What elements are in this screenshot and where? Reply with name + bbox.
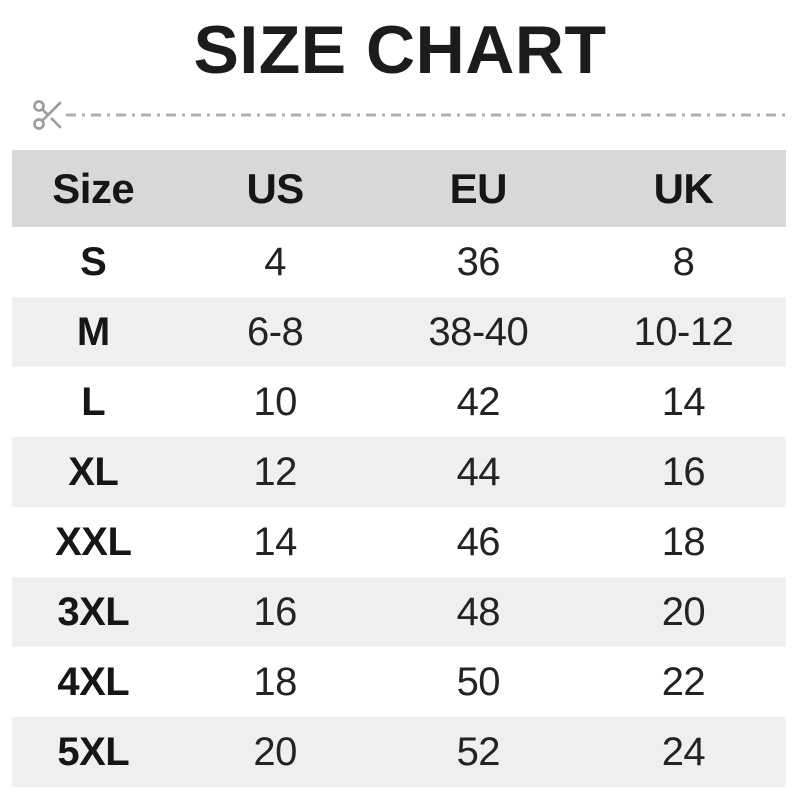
- cell-eu: 52: [456, 729, 501, 774]
- table-row: 5XL 20 52 24: [12, 717, 786, 787]
- cell-eu: 36: [456, 239, 501, 284]
- table-row: XXL 14 46 18: [12, 507, 786, 577]
- cell-uk: 24: [661, 729, 706, 774]
- table-row: 4XL 18 50 22: [12, 647, 786, 717]
- cell-uk: 16: [661, 449, 706, 494]
- cell-eu: 44: [456, 449, 501, 494]
- cell-size: XL: [68, 449, 119, 494]
- cell-us: 6-8: [246, 309, 304, 354]
- table-row: XL 12 44 16: [12, 437, 786, 507]
- table-header-row: Size US EU UK: [12, 150, 786, 227]
- cell-us: 4: [264, 239, 287, 284]
- cell-size: M: [76, 309, 110, 354]
- table-row: 3XL 16 48 20: [12, 577, 786, 647]
- cell-uk: 20: [661, 589, 706, 634]
- cell-eu: 46: [456, 519, 501, 564]
- table-row: S 4 36 8: [12, 227, 786, 297]
- cell-eu: 50: [456, 659, 501, 704]
- cell-size: 3XL: [57, 589, 130, 634]
- cell-size: 5XL: [57, 729, 130, 774]
- cell-us: 10: [253, 379, 297, 424]
- column-header-eu: EU: [375, 150, 581, 227]
- cell-uk: 10-12: [633, 309, 734, 354]
- page-title: SIZE CHART: [193, 12, 607, 88]
- size-chart-page: SIZE CHART Size US EU UK: [0, 16, 800, 800]
- column-header-size: Size: [12, 150, 175, 227]
- cut-line: [30, 96, 788, 134]
- cell-us: 14: [253, 519, 297, 564]
- column-header-uk: UK: [580, 150, 786, 227]
- cell-us: 20: [253, 729, 297, 774]
- table-body: S 4 36 8 M 6-8 38-40 10-12 L 10 42 14 XL 12 44 16 XXL 14 4…: [12, 227, 786, 787]
- dashed-cut-line: [66, 113, 788, 117]
- cell-size: 4XL: [57, 659, 130, 704]
- cell-size: S: [80, 239, 107, 284]
- size-table-container: Size US EU UK S 4 36 8 M 6-8 38-40 10-12 L 10 42 14…: [12, 150, 786, 787]
- size-table: Size US EU UK S 4 36 8 M 6-8 38-40 10-12 L 10 42 14…: [12, 150, 786, 787]
- cell-uk: 18: [661, 519, 706, 564]
- cell-us: 12: [253, 449, 297, 494]
- cell-uk: 8: [672, 239, 695, 284]
- cell-us: 18: [253, 659, 297, 704]
- cell-eu: 38-40: [428, 309, 529, 354]
- cell-eu: 42: [456, 379, 501, 424]
- cell-us: 16: [253, 589, 297, 634]
- cell-eu: 48: [456, 589, 501, 634]
- table-row: M 6-8 38-40 10-12: [12, 297, 786, 367]
- cell-size: XXL: [55, 519, 132, 564]
- cell-uk: 22: [661, 659, 706, 704]
- cell-size: L: [81, 379, 106, 424]
- scissors-icon: [33, 100, 62, 130]
- column-header-us: US: [174, 150, 376, 227]
- cell-uk: 14: [661, 379, 706, 424]
- table-row: L 10 42 14: [12, 367, 786, 437]
